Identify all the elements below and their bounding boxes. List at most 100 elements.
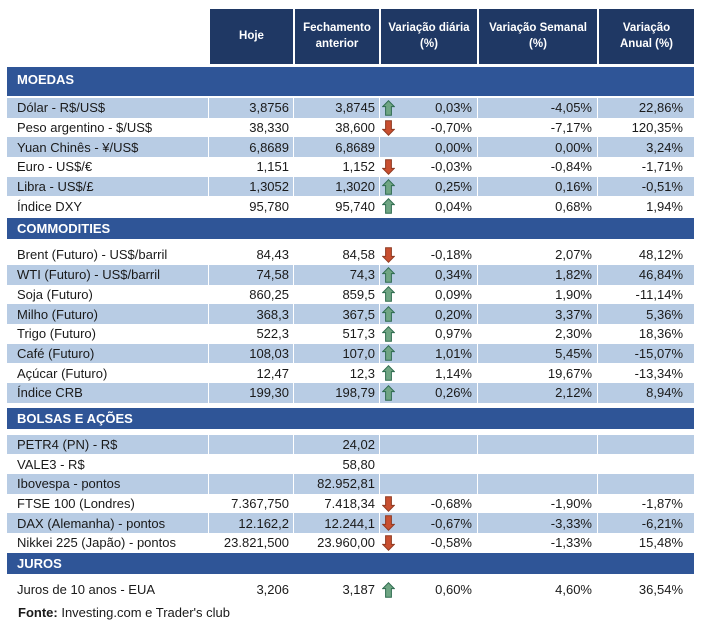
cell-variacao-diaria-value: 0,00% — [435, 139, 472, 155]
cell-variacao-anual-value: 1,94% — [646, 198, 683, 214]
source-note: Fonte: Investing.com e Trader's club — [7, 605, 694, 620]
cell-variacao-semanal: 0,68% — [477, 196, 597, 217]
cell-fechamento-anterior-value: 7.418,34 — [324, 496, 375, 512]
cell-hoje: 368,3 — [208, 304, 293, 324]
cell-variacao-semanal — [477, 454, 597, 474]
trend-arrow-slot — [382, 247, 396, 263]
cell-hoje-value: 7.367,750 — [231, 496, 289, 512]
section-title: BOLSAS E AÇÕES — [17, 410, 133, 426]
table-row: DAX (Alemanha) - pontos 12.162,2 12.244,1 -… — [7, 513, 694, 534]
cell-variacao-anual — [597, 454, 694, 474]
cell-fechamento-anterior: 517,3 — [293, 323, 379, 344]
cell-hoje-value: 12.162,2 — [238, 515, 289, 531]
cell-variacao-semanal: -3,33% — [477, 513, 597, 534]
column-header-text: Anual (%) — [619, 37, 674, 50]
cell-fechamento-anterior: 3,8745 — [293, 98, 379, 118]
cell-fechamento-anterior: 3,187 — [293, 579, 379, 600]
cell-hoje-value: 6,8689 — [249, 139, 289, 155]
cell-variacao-anual-value: 48,12% — [638, 247, 683, 263]
down-arrow-icon — [382, 247, 395, 263]
cell-variacao-anual — [597, 474, 694, 494]
cell-instrument-label-value: Café (Futuro) — [17, 345, 95, 361]
cell-instrument-label: Peso argentino - $/US$ — [7, 118, 208, 138]
cell-fechamento-anterior: 38,600 — [293, 117, 379, 138]
cell-variacao-diaria: 0,60% — [379, 579, 477, 600]
cell-hoje-value: 3,8756 — [249, 100, 289, 116]
cell-instrument-label-value: Ibovespa - pontos — [17, 476, 121, 492]
cell-instrument-label: WTI (Futuro) - US$/barril — [7, 264, 208, 285]
cell-fechamento-anterior: 12.244,1 — [293, 513, 379, 534]
trend-arrow-slot — [382, 119, 396, 136]
cell-fechamento-anterior-value: 1,152 — [342, 159, 375, 175]
cell-variacao-anual: -0,51% — [597, 176, 694, 197]
column-header-hoje: Hoje — [208, 9, 293, 64]
cell-variacao-semanal-value: 2,07% — [555, 247, 592, 263]
cell-variacao-diaria: 0,34% — [379, 264, 477, 285]
cell-variacao-diaria-value: -0,03% — [430, 159, 472, 175]
cell-variacao-semanal: 3,37% — [477, 304, 597, 324]
cell-instrument-label-value: WTI (Futuro) - US$/barril — [17, 267, 161, 283]
cell-hoje: 6,8689 — [208, 137, 293, 158]
cell-variacao-anual: 22,86% — [597, 98, 694, 118]
column-header-variacao-diaria: Variação diária (%) — [379, 9, 477, 64]
cell-variacao-anual: 48,12% — [597, 245, 694, 265]
cell-variacao-semanal: 2,12% — [477, 382, 597, 403]
cell-instrument-label: Açúcar (Futuro) — [7, 363, 208, 383]
cell-variacao-semanal-value: 0,00% — [555, 139, 592, 155]
cell-variacao-diaria: -0,70% — [379, 117, 477, 138]
down-arrow-icon — [382, 159, 395, 175]
up-arrow-icon — [382, 345, 395, 362]
column-header-text: Fechamento — [303, 21, 371, 34]
cell-variacao-semanal-value: -7,17% — [550, 120, 592, 136]
trend-arrow-slot — [382, 99, 396, 116]
cell-variacao-semanal: 5,45% — [477, 343, 597, 364]
cell-variacao-diaria-value: 0,60% — [435, 582, 472, 598]
cell-hoje: 3,8756 — [208, 98, 293, 118]
table-row: Brent (Futuro) - US$/barril 84,43 84,58 -0,… — [7, 245, 694, 265]
cell-variacao-semanal-value: 5,45% — [555, 345, 592, 361]
cell-variacao-anual-value: 8,94% — [646, 385, 683, 401]
table-body: MOEDAS Dólar - R$/US$ 3,8756 3,8745 0,03% -4,… — [7, 67, 694, 600]
up-arrow-icon — [382, 365, 395, 381]
table-row: Juros de 10 anos - EUA 3,206 3,187 0,60% 4,6… — [7, 579, 694, 600]
cell-hoje: 12.162,2 — [208, 513, 293, 534]
cell-instrument-label-value: Índice DXY — [17, 198, 83, 214]
cell-variacao-diaria-value: -0,18% — [430, 247, 472, 263]
cell-instrument-label-value: Peso argentino - $/US$ — [17, 120, 153, 136]
trend-arrow-slot — [382, 266, 396, 283]
cell-variacao-diaria-value: -0,58% — [430, 535, 472, 551]
cell-variacao-anual-value: -13,34% — [634, 365, 683, 381]
cell-variacao-diaria-value: 0,26% — [435, 385, 472, 401]
cell-variacao-diaria — [379, 454, 477, 474]
cell-variacao-semanal-value: 0,68% — [555, 198, 592, 214]
cell-instrument-label-value: Dólar - R$/US$ — [17, 100, 106, 116]
cell-variacao-semanal-value: -1,33% — [550, 535, 592, 551]
cell-fechamento-anterior-value: 859,5 — [342, 286, 375, 302]
cell-instrument-label: Brent (Futuro) - US$/barril — [7, 245, 208, 265]
cell-variacao-diaria-value: 1,14% — [435, 365, 472, 381]
cell-fechamento-anterior-value: 107,0 — [342, 345, 375, 361]
cell-variacao-diaria-value: 0,34% — [435, 267, 472, 283]
cell-instrument-label-value: Açúcar (Futuro) — [17, 365, 108, 381]
cell-variacao-diaria-value: 0,09% — [435, 286, 472, 302]
cell-fechamento-anterior-value: 1,3020 — [335, 179, 375, 195]
cell-fechamento-anterior: 74,3 — [293, 264, 379, 285]
cell-fechamento-anterior: 198,79 — [293, 382, 379, 403]
cell-variacao-diaria — [379, 434, 477, 455]
cell-hoje: 860,25 — [208, 284, 293, 305]
table-row: FTSE 100 (Londres) 7.367,750 7.418,34 -0,68… — [7, 493, 694, 514]
table-row: Nikkei 225 (Japão) - pontos 23.821,500 23.… — [7, 533, 694, 553]
cell-variacao-anual-value: 5,36% — [646, 306, 683, 322]
table-row: WTI (Futuro) - US$/barril 74,58 74,3 0,34% 1… — [7, 264, 694, 285]
cell-variacao-semanal: -1,33% — [477, 533, 597, 553]
up-arrow-icon — [382, 266, 395, 283]
cell-fechamento-anterior-value: 23.960,00 — [317, 535, 375, 551]
section-juros: JUROS Juros de 10 anos - EUA 3,206 3,187 0,6… — [7, 552, 694, 600]
column-header-text: (%) — [420, 37, 438, 50]
table-row: Peso argentino - $/US$ 38,330 38,600 -0,70%… — [7, 117, 694, 138]
table-row: Ibovespa - pontos 82.952,81 — [7, 474, 694, 494]
cell-variacao-semanal: 0,16% — [477, 176, 597, 197]
cell-hoje-value: 368,3 — [256, 306, 289, 322]
section-title: COMMODITIES — [17, 221, 111, 237]
cell-variacao-semanal: 1,90% — [477, 284, 597, 305]
